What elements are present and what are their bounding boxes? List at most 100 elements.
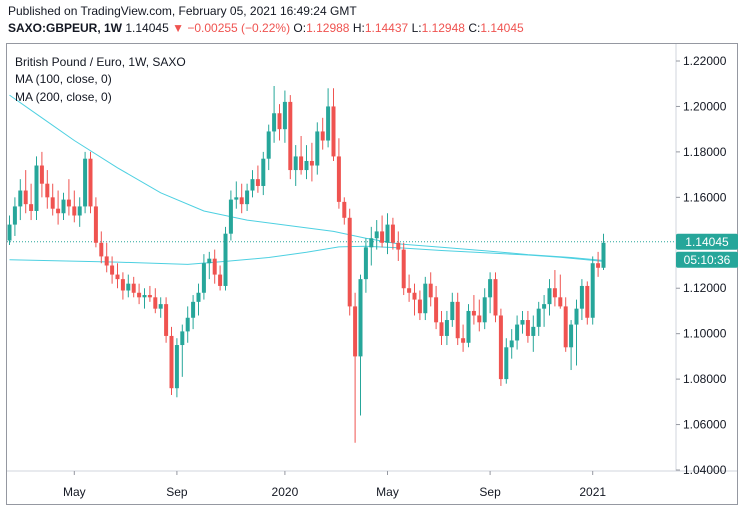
candle bbox=[45, 170, 50, 209]
candle bbox=[18, 179, 23, 221]
candle bbox=[590, 256, 595, 325]
candle bbox=[83, 151, 88, 214]
candle-body bbox=[455, 301, 460, 339]
candle-body bbox=[201, 263, 206, 293]
candle-body bbox=[380, 231, 385, 243]
candle bbox=[299, 135, 304, 175]
candle bbox=[266, 124, 271, 171]
candle-body bbox=[218, 274, 223, 286]
candle bbox=[39, 151, 44, 198]
candle-body bbox=[255, 179, 260, 186]
candle-body bbox=[77, 206, 82, 216]
candle-body bbox=[120, 279, 125, 291]
quote-line: SAXO:GBPEUR, 1W 1.14045 ▼ −0.00255 (−0.2… bbox=[8, 21, 524, 35]
candle bbox=[380, 215, 385, 248]
candle bbox=[304, 145, 309, 180]
legend-title: British Pound / Euro, 1W, SAXO bbox=[15, 55, 186, 69]
close-label: C: bbox=[468, 21, 481, 35]
last-price-badge: 1.14045 05:10:36 bbox=[676, 233, 738, 268]
candle bbox=[50, 183, 55, 216]
candle-body bbox=[601, 242, 606, 268]
candle-body bbox=[115, 274, 120, 280]
candle-body bbox=[542, 304, 547, 309]
candle bbox=[466, 304, 471, 348]
candle-body bbox=[137, 292, 142, 298]
x-tick-label: 2021 bbox=[579, 485, 606, 499]
candle bbox=[142, 288, 147, 309]
y-tick-label: 1.10000 bbox=[683, 327, 727, 341]
candle-body bbox=[390, 224, 395, 243]
candle bbox=[12, 197, 17, 236]
candle-body bbox=[450, 301, 455, 321]
legend-ma200[interactable]: MA (200, close, 0) bbox=[15, 90, 112, 104]
candle-body bbox=[369, 238, 374, 248]
y-tick-label: 1.16000 bbox=[683, 190, 727, 204]
candle-body bbox=[585, 285, 590, 318]
candle bbox=[315, 122, 320, 175]
candle-body bbox=[18, 190, 23, 207]
candle-body bbox=[385, 224, 390, 243]
candle-body bbox=[412, 292, 417, 300]
candle bbox=[331, 88, 336, 161]
candle bbox=[353, 292, 358, 443]
candle bbox=[201, 254, 206, 300]
candle-body bbox=[336, 156, 341, 202]
last-price: 1.14045 bbox=[125, 21, 169, 35]
candle-body bbox=[596, 263, 601, 268]
candle bbox=[601, 233, 606, 271]
candle-body bbox=[531, 326, 536, 336]
candle bbox=[7, 215, 12, 246]
candle-body bbox=[293, 156, 298, 171]
candle bbox=[23, 170, 28, 214]
candle-body bbox=[358, 279, 363, 357]
candle bbox=[99, 231, 104, 264]
ma200-line bbox=[9, 94, 604, 261]
candle bbox=[288, 95, 293, 180]
candle-body bbox=[12, 206, 17, 225]
y-tick-label: 1.12000 bbox=[683, 281, 727, 295]
y-tick-label: 1.22000 bbox=[683, 54, 727, 68]
candle-body bbox=[83, 158, 88, 207]
candle bbox=[461, 324, 466, 352]
candle bbox=[390, 217, 395, 250]
candle bbox=[552, 270, 557, 307]
candle-body bbox=[169, 335, 174, 389]
candle bbox=[542, 295, 547, 327]
y-tick-label: 1.08000 bbox=[683, 372, 727, 386]
candle-body bbox=[536, 308, 541, 327]
candle bbox=[579, 279, 584, 321]
close-value: 1.14045 bbox=[480, 21, 524, 35]
candle bbox=[498, 308, 503, 386]
candle bbox=[272, 85, 277, 143]
candle-body bbox=[552, 288, 557, 298]
candle bbox=[228, 190, 233, 241]
candle-body bbox=[315, 131, 320, 166]
candle-body bbox=[277, 113, 282, 130]
low-label: L: bbox=[411, 21, 422, 35]
candle bbox=[347, 208, 352, 316]
candle bbox=[585, 281, 590, 325]
legend-ma100[interactable]: MA (100, close, 0) bbox=[15, 72, 112, 86]
y-tick-label: 1.18000 bbox=[683, 145, 727, 159]
ma100-line bbox=[9, 245, 604, 265]
candle bbox=[385, 213, 390, 255]
candle bbox=[407, 274, 412, 302]
candle bbox=[428, 272, 433, 307]
open-label: O: bbox=[293, 21, 307, 35]
time-axis[interactable]: May Sep 2020 May Sep 2021 bbox=[63, 471, 606, 499]
high-value: 1.14437 bbox=[364, 21, 409, 35]
candle-body bbox=[563, 306, 568, 348]
candle-body bbox=[477, 315, 482, 323]
candle-body bbox=[207, 258, 212, 264]
candle-body bbox=[234, 197, 239, 200]
candle-body bbox=[504, 347, 509, 380]
candle bbox=[131, 276, 136, 298]
candle bbox=[212, 249, 217, 284]
candle-body bbox=[488, 279, 493, 298]
candle bbox=[180, 324, 185, 377]
candle bbox=[88, 151, 93, 214]
candle bbox=[471, 295, 476, 325]
candle bbox=[536, 301, 541, 336]
candle bbox=[277, 104, 282, 141]
